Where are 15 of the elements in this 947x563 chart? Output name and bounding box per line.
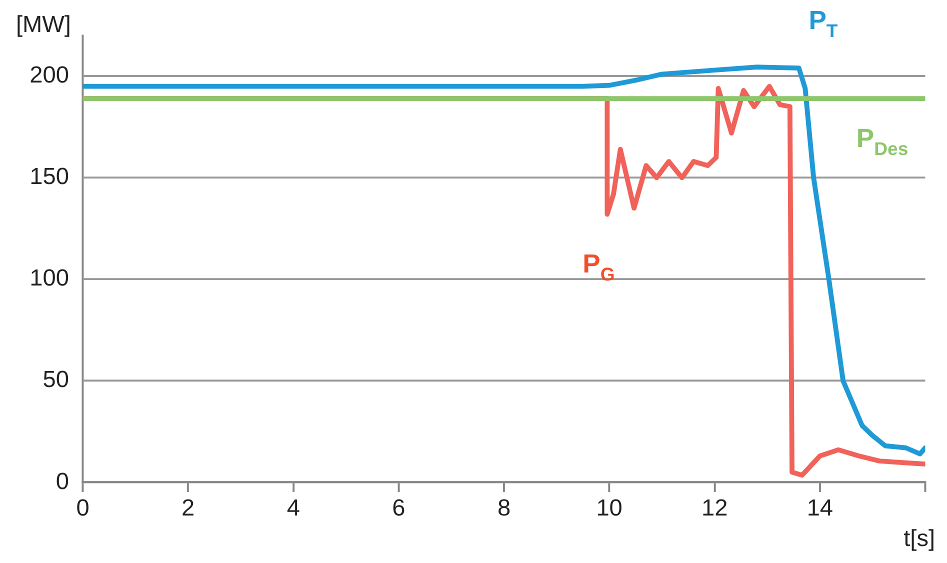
x-tick-label: 12: [702, 494, 728, 520]
y-tick-label: 50: [42, 366, 69, 392]
y-tick-label: 200: [30, 62, 69, 88]
x-tick-label: 6: [392, 494, 406, 520]
y-tick-label: 100: [30, 264, 69, 291]
x-tick-label: 0: [76, 494, 90, 520]
x-tick-label: 4: [286, 494, 300, 520]
y-tick-label: 0: [56, 468, 69, 494]
x-tick-label: 14: [806, 494, 834, 520]
x-axis-title: t[s]: [904, 525, 936, 551]
y-tick-label: 150: [30, 163, 69, 190]
x-tick-label: 10: [596, 494, 622, 520]
x-tick-label: 2: [182, 494, 195, 520]
y-axis-title: [MW]: [16, 11, 71, 37]
x-tick-label: 8: [497, 494, 511, 520]
